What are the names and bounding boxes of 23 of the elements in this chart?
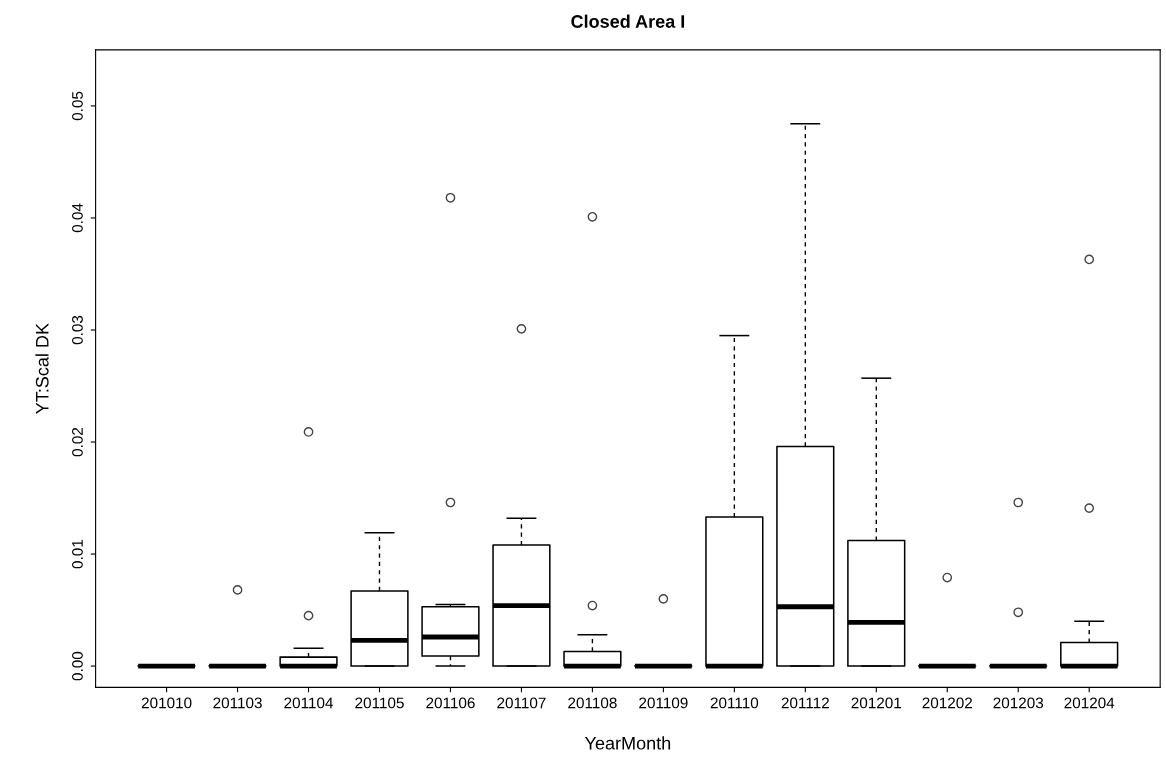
y-tick-label: 0.05 [72,91,83,121]
x-tick-label: 201201 [851,697,902,709]
x-tick-label: 201107 [497,697,546,709]
y-tick-label: 0.04 [72,203,83,233]
x-tick-label: 201010 [141,697,192,709]
y-tick-label: 0.01 [72,539,83,569]
x-tick-label: 201110 [710,697,759,709]
x-tick-label: 201108 [568,697,617,709]
x-tick-label: 201204 [1064,697,1115,709]
x-tick-label: 201109 [639,697,688,709]
x-tick-label: 201202 [922,697,972,709]
x-tick-label: 201112 [781,697,829,709]
y-axis-title: YT:Scal DK [35,323,49,414]
x-tick-label: 201103 [213,697,262,709]
x-tick-label: 201104 [284,697,334,709]
y-tick-label: 0.02 [72,427,83,457]
x-tick-label: 201203 [993,697,1044,709]
y-tick-label: 0.03 [72,315,83,345]
x-tick-label: 201106 [426,697,475,709]
chart-title: Closed Area I [571,14,685,28]
y-tick-label: 0.00 [72,651,83,681]
x-tick-label: 201105 [355,697,404,709]
x-axis-title: YearMonth [584,736,671,750]
